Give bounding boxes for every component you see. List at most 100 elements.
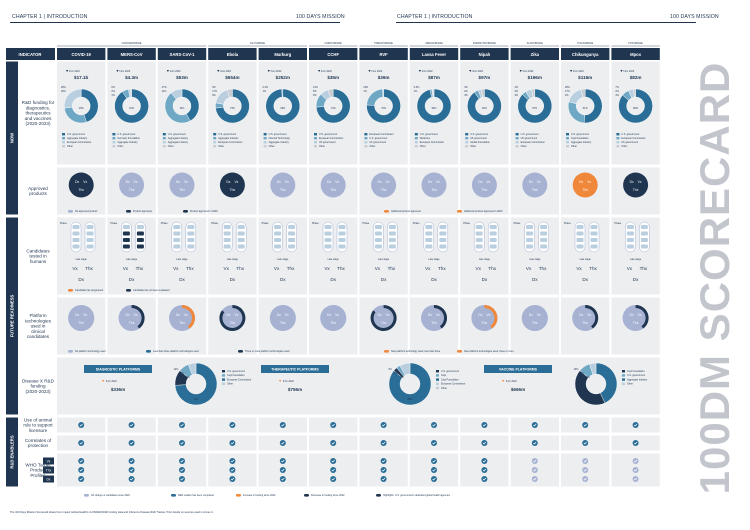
cell-bg (57, 61, 106, 165)
check-mark-icon (180, 423, 184, 427)
row-label-tpp: WHO Target Product Profiles (25, 462, 51, 477)
check-mark-icon (482, 477, 487, 481)
phase-bar (173, 225, 181, 229)
platform-disc-label: Thx (129, 321, 135, 325)
diseasex-share-label: 3% (388, 368, 392, 371)
phase-label: Phase (413, 222, 420, 225)
funding-legend-label: Germany Foundation (117, 137, 140, 140)
cell-bg (157, 61, 207, 165)
funding-minor-share: 1% (414, 90, 418, 93)
phase-bar (374, 225, 382, 229)
diseasex-share-label: 86% (408, 398, 414, 401)
phase-bar (274, 225, 282, 229)
approved-disc-label: Dx (529, 180, 533, 184)
check-mark-icon (331, 441, 335, 445)
diseasex-legend-label: Cepi Foundation (441, 378, 459, 381)
platform-disc-label: Thx (381, 321, 387, 325)
phase-bar (540, 225, 548, 229)
funding-legend-label: Other (269, 145, 275, 148)
funding-legend-label: Aggregate Industry (571, 141, 592, 144)
candidate-legend-swatch (68, 289, 73, 292)
tpp-type-label: Dx (46, 478, 50, 482)
funding-legend-label: U.S. government (218, 133, 236, 136)
decrease-triangle-icon (368, 70, 371, 72)
platform-disc-label: Dx (226, 313, 230, 317)
platform-disc-label: Dx (277, 313, 281, 317)
check-mark-icon (79, 477, 83, 481)
diseasex-legend-swatch (436, 370, 439, 373)
funding-donut-slice (432, 88, 435, 98)
phase-bar (425, 244, 433, 249)
funding-minor-share: 1% (263, 90, 267, 93)
check-mark-icon (432, 468, 436, 472)
check-mark-icon (583, 423, 587, 427)
indicator-header-label: INDICATOR (19, 52, 42, 57)
funding-trend: from 2022 (472, 70, 483, 73)
approved-disc-label: Vx (486, 180, 490, 184)
funding-donut-slice (327, 88, 334, 98)
approved-legend-swatch (126, 210, 131, 213)
platform-disc-label: Dx (428, 313, 432, 317)
check-mark-icon (180, 477, 184, 481)
platform-disc-label: Dx (630, 313, 634, 317)
dx-label: Dx (280, 277, 286, 282)
pathogen-name: MERS-CoV (121, 52, 143, 57)
diseasex-title-bg (84, 365, 152, 373)
funding-donut-slice (480, 88, 485, 98)
funding-legend-label: U.S. government (67, 133, 85, 136)
phase-bar (540, 244, 548, 249)
late-stage-label: Late stage (76, 258, 88, 261)
check-mark-icon (79, 441, 83, 445)
diseasex-legend-label: U.S. government (227, 370, 245, 373)
phase-bar (187, 231, 195, 236)
approved-disc-label: Vx (184, 180, 188, 184)
funding-donut-slice (517, 88, 552, 124)
platform-disc (471, 305, 498, 331)
funding-legend-label: U.S. government (470, 133, 488, 136)
diseasex-donut-slice (174, 362, 218, 406)
funding-legend-label: UK government (470, 137, 487, 140)
footer-legend-swatch (171, 494, 176, 497)
row-label-line: diagnostics, (26, 105, 50, 110)
thx-label: Thx (136, 266, 144, 271)
pathogen-header-bg (460, 48, 509, 60)
approved-disc-label: Dx (478, 180, 482, 184)
diseasex-title: THERAPEUTIC PLATFORMS (271, 368, 319, 372)
funding-legend-label: Other (571, 145, 577, 148)
phase-bar (526, 238, 534, 242)
funding-legend-swatch (213, 133, 217, 136)
phase-bar (324, 225, 332, 229)
section-bar-now (6, 61, 18, 215)
funding-legend-label: Other (218, 145, 224, 148)
platform-disc (421, 305, 447, 331)
enabler-check-icon (78, 440, 85, 446)
check-mark-icon (482, 441, 487, 445)
enabler-check-icon (179, 440, 185, 446)
phase-bar (640, 238, 648, 242)
funding-major-share: 76% (381, 107, 387, 110)
phase-bar (86, 225, 94, 229)
funding-minor-share: 5% (313, 94, 317, 97)
late-stage-label: Late stage (580, 258, 592, 261)
footer-legend-swatch (84, 494, 89, 497)
funding-legend-label: European Commission (319, 137, 344, 140)
late-stage-label: Late stage (328, 258, 340, 261)
vx-label: Vx (375, 266, 381, 271)
approved-disc-label: Dx (126, 180, 130, 184)
phase-bar (374, 244, 382, 249)
approved-disc-label: Dx (176, 180, 180, 184)
approved-disc-label: Thx (633, 188, 639, 192)
funding-legend-swatch (263, 141, 267, 144)
diseasex-legend-swatch (622, 378, 625, 381)
platform-disc-label: Thx (280, 321, 286, 325)
check-mark-icon (381, 468, 386, 472)
vx-label: Vx (72, 266, 78, 271)
diseasex-share-label: 8% (180, 372, 184, 375)
approved-disc-label: Dx (630, 180, 634, 184)
funding-legend-swatch (112, 137, 116, 140)
family-header-bg (510, 38, 559, 46)
phase-bar (173, 244, 181, 249)
row-label-correlates: Correlates of protection (25, 438, 52, 448)
platform-legend-label: New platform technology used, less than … (391, 350, 441, 353)
funding-legend-swatch (465, 145, 469, 148)
